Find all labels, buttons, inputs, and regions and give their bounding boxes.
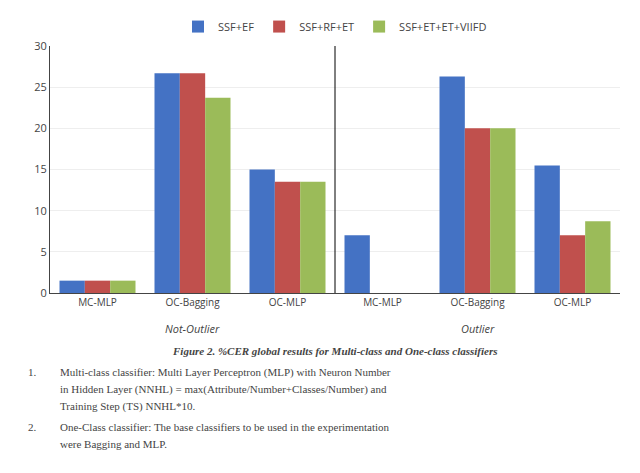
svg-text:20: 20 [34, 120, 47, 135]
svg-text:15: 15 [34, 161, 47, 176]
svg-text:were Bagging and MLP.: were Bagging and MLP. [60, 438, 167, 450]
svg-text:0: 0 [41, 285, 47, 300]
svg-text:SSF+ET+ET+VIIFD: SSF+ET+ET+VIIFD [399, 19, 486, 34]
svg-text:25: 25 [34, 79, 47, 94]
svg-text:OC-MLP: OC-MLP [554, 295, 592, 309]
svg-text:30: 30 [34, 38, 47, 53]
svg-text:Outlier: Outlier [461, 321, 495, 336]
svg-text:5: 5 [41, 244, 47, 259]
svg-text:MC-MLP: MC-MLP [78, 295, 117, 309]
svg-text:in Hidden Layer (NNHL) = max(A: in Hidden Layer (NNHL) = max(Attribute/N… [60, 383, 387, 396]
svg-text:Multi-class classifier: Multi: Multi-class classifier: Multi Layer Perc… [60, 366, 391, 379]
svg-text:2.: 2. [28, 421, 37, 433]
svg-text:MC-MLP: MC-MLP [363, 295, 402, 309]
svg-text:OC-MLP: OC-MLP [269, 295, 307, 309]
svg-text:SSF+RF+ET: SSF+RF+ET [299, 19, 354, 34]
svg-text:OC-Bagging: OC-Bagging [450, 295, 505, 309]
svg-text:Not-Outlier: Not-Outlier [165, 321, 220, 336]
svg-text:1.: 1. [28, 366, 37, 378]
svg-text:One-Class classifier: The base: One-Class classifier: The base classifie… [60, 421, 390, 433]
svg-text:OC-Bagging: OC-Bagging [165, 295, 220, 309]
svg-text:Figure 2. %CER global results: Figure 2. %CER global results for Multi-… [172, 345, 498, 357]
svg-text:Training Step (TS) NNHL*10.: Training Step (TS) NNHL*10. [60, 400, 196, 413]
svg-text:10: 10 [34, 203, 47, 218]
svg-text:SSF+EF: SSF+EF [218, 19, 254, 34]
